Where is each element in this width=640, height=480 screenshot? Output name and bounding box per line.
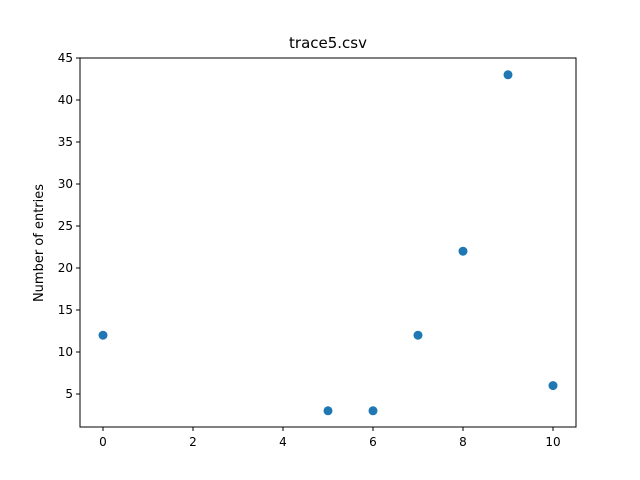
x-tick-label: 10: [545, 435, 560, 449]
y-tick-label: 20: [58, 261, 73, 275]
y-tick-label: 15: [58, 303, 73, 317]
data-point: [458, 246, 468, 256]
x-tick-label: 0: [99, 435, 107, 449]
data-points: [98, 70, 558, 416]
chart-title: trace5.csv: [289, 34, 367, 52]
x-tick-label: 8: [459, 435, 467, 449]
data-point: [98, 330, 108, 340]
y-tick-label: 45: [58, 51, 73, 65]
data-point: [323, 406, 333, 416]
data-point: [413, 330, 423, 340]
x-tick-label: 4: [279, 435, 287, 449]
x-tick-label: 2: [189, 435, 197, 449]
y-tick-label: 10: [58, 345, 73, 359]
y-tick-label: 35: [58, 135, 73, 149]
data-point: [548, 381, 558, 391]
y-tick-label: 30: [58, 177, 73, 191]
y-axis-title: Number of entries: [32, 184, 47, 302]
plot-area-frame: [79, 57, 577, 428]
y-tick-label: 25: [58, 219, 73, 233]
y-tick-label: 5: [65, 387, 73, 401]
y-axis-ticks: 5 10 15 20 25 30 35 40 45: [58, 51, 80, 401]
data-point: [368, 406, 378, 416]
x-tick-label: 6: [369, 435, 377, 449]
x-axis-ticks: 0 2 4 6 8 10: [99, 427, 561, 449]
data-point: [503, 70, 513, 80]
y-tick-label: 40: [58, 93, 73, 107]
